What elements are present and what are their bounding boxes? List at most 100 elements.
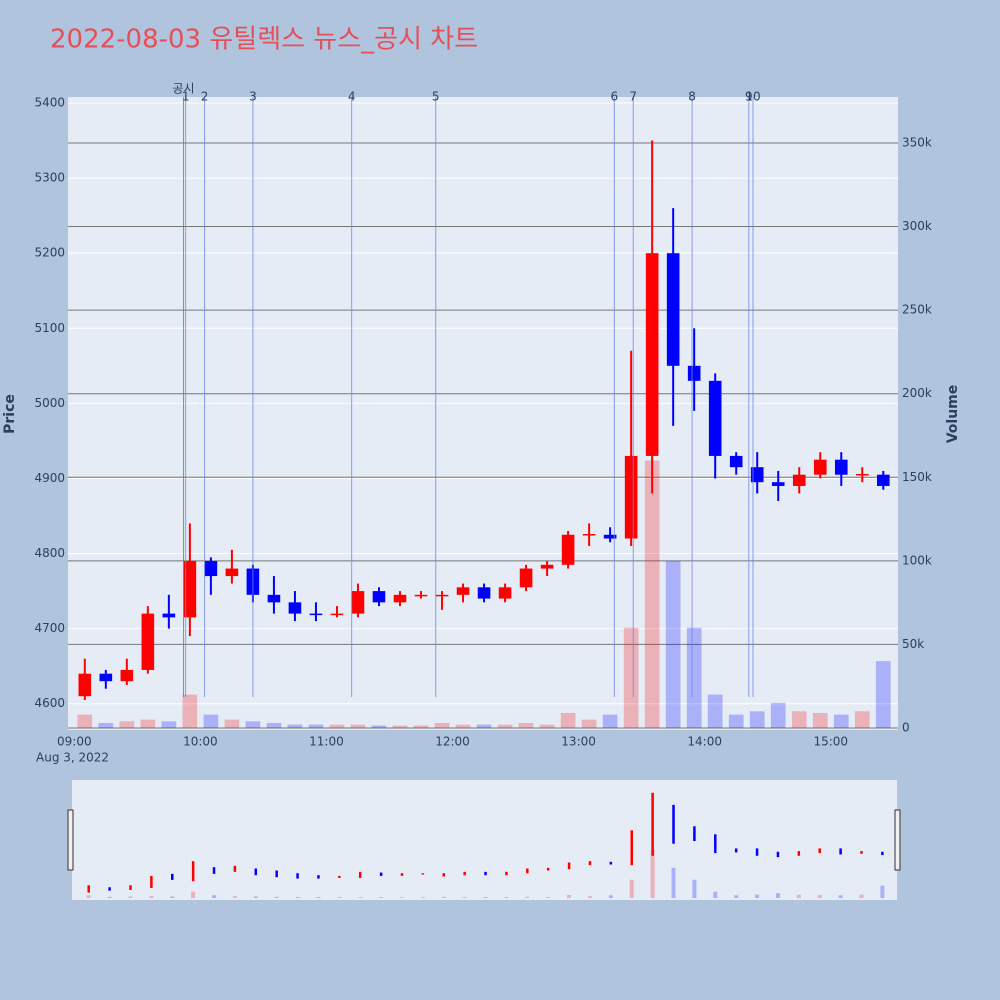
volume-bar bbox=[392, 725, 408, 728]
range-slider[interactable] bbox=[72, 780, 897, 900]
candle-body bbox=[645, 253, 659, 456]
slider-volume-bar bbox=[525, 896, 530, 898]
slider-volume-bar bbox=[713, 891, 718, 898]
candle-body bbox=[603, 534, 617, 539]
slider-volume-bar bbox=[692, 879, 697, 898]
y-tick-label: 4800 bbox=[34, 546, 65, 560]
volume-bar bbox=[602, 714, 618, 728]
y-tick-label: 5200 bbox=[34, 246, 65, 260]
slider-volume-bar bbox=[420, 897, 425, 898]
volume-bar bbox=[749, 711, 765, 728]
volume-bar bbox=[875, 661, 891, 728]
y-axis-title: Price bbox=[2, 394, 18, 434]
volume-bar bbox=[644, 460, 660, 728]
y-tick-label: 4600 bbox=[34, 696, 65, 710]
volume-bar bbox=[833, 714, 849, 728]
slider-volume-bar bbox=[316, 897, 321, 898]
candle-body bbox=[78, 673, 92, 697]
volume-bar bbox=[245, 721, 261, 728]
candle-body bbox=[120, 669, 134, 682]
event-label: 3 bbox=[249, 90, 257, 104]
x-tick-label: 11:00 bbox=[309, 735, 344, 749]
x-tick-label: 09:00 bbox=[57, 735, 92, 749]
slider-volume-bar bbox=[253, 896, 258, 898]
y2-axis-title: Volume bbox=[945, 385, 961, 444]
y2-tick-label: 200k bbox=[902, 386, 932, 400]
volume-bar bbox=[791, 711, 807, 728]
slider-handle[interactable] bbox=[894, 809, 901, 871]
y-tick-label: 5300 bbox=[34, 171, 65, 185]
candle-body bbox=[435, 594, 449, 597]
candle-body bbox=[708, 380, 722, 456]
slider-volume-bar bbox=[170, 896, 175, 898]
slider-volume-bar bbox=[462, 897, 467, 898]
y2-tick-label: 100k bbox=[902, 553, 932, 567]
y-tick-label: 5000 bbox=[34, 396, 65, 410]
y-tick-label: 4900 bbox=[34, 471, 65, 485]
event-label: 8 bbox=[688, 90, 696, 104]
x-date-label: Aug 3, 2022 bbox=[36, 751, 109, 765]
volume-bar bbox=[413, 725, 429, 728]
y-tick-label: 4700 bbox=[34, 621, 65, 635]
slider-volume-bar bbox=[796, 894, 801, 898]
volume-bar bbox=[455, 724, 471, 728]
volume-bar bbox=[497, 724, 513, 728]
candle-body bbox=[498, 587, 512, 599]
slider-volume-bar bbox=[295, 897, 300, 898]
candle-body bbox=[561, 534, 575, 565]
candle-body bbox=[204, 561, 218, 577]
volume-bar bbox=[161, 721, 177, 728]
candle-body bbox=[414, 594, 428, 597]
volume-bar bbox=[308, 724, 324, 728]
y2-tick-label: 150k bbox=[902, 470, 932, 484]
event-label: 10 bbox=[745, 90, 760, 104]
slider-volume-bar bbox=[128, 896, 133, 898]
y2-tick-label: 300k bbox=[902, 219, 932, 233]
chart-title: 2022-08-03 유틸렉스 뉴스_공시 차트 bbox=[50, 25, 478, 55]
candle-body bbox=[393, 594, 407, 603]
volume-bar bbox=[665, 560, 681, 728]
candle-body bbox=[456, 587, 470, 595]
volume-bar bbox=[182, 694, 198, 728]
slider-volume-bar bbox=[400, 897, 404, 898]
slider-volume-bar bbox=[504, 897, 509, 898]
x-tick-label: 10:00 bbox=[183, 735, 218, 749]
slider-volume-bar bbox=[483, 897, 488, 898]
y2-tick-label: 50k bbox=[902, 637, 924, 651]
volume-bar bbox=[707, 694, 723, 728]
slider-volume-bar bbox=[650, 849, 655, 898]
slider-volume-bar bbox=[755, 894, 760, 898]
volume-bar bbox=[539, 724, 555, 728]
event-label: 7 bbox=[629, 90, 637, 104]
slider-volume-bar bbox=[734, 895, 739, 898]
volume-bar bbox=[224, 719, 240, 728]
x-tick-label: 14:00 bbox=[687, 735, 722, 749]
candle-body bbox=[624, 455, 638, 539]
candle-body bbox=[141, 613, 155, 670]
slider-volume-bar bbox=[587, 896, 592, 898]
slider-handle[interactable] bbox=[67, 809, 74, 871]
plot-area bbox=[68, 97, 898, 730]
slider-volume-bar bbox=[775, 893, 780, 898]
candle-body bbox=[666, 253, 680, 366]
volume-bar bbox=[266, 722, 282, 728]
slider-volume-bar bbox=[608, 895, 613, 898]
slider-volume-bar bbox=[838, 895, 843, 898]
candle-body bbox=[876, 474, 890, 486]
y2-tick-label: 250k bbox=[902, 303, 932, 317]
slider-volume-bar bbox=[441, 896, 446, 898]
volume-bar bbox=[77, 714, 93, 728]
event-label: 2 bbox=[201, 90, 209, 104]
candle-body bbox=[267, 594, 281, 603]
candle-body bbox=[855, 473, 869, 476]
volume-bar bbox=[812, 712, 828, 728]
volume-bar bbox=[728, 714, 744, 728]
candle-body bbox=[99, 673, 113, 682]
slider-volume-bar bbox=[337, 897, 342, 898]
volume-bar bbox=[329, 724, 345, 728]
slider-volume-bar bbox=[107, 896, 112, 898]
event-label: 5 bbox=[432, 90, 440, 104]
candle-body bbox=[519, 568, 533, 588]
slider-volume-bar bbox=[817, 894, 822, 898]
